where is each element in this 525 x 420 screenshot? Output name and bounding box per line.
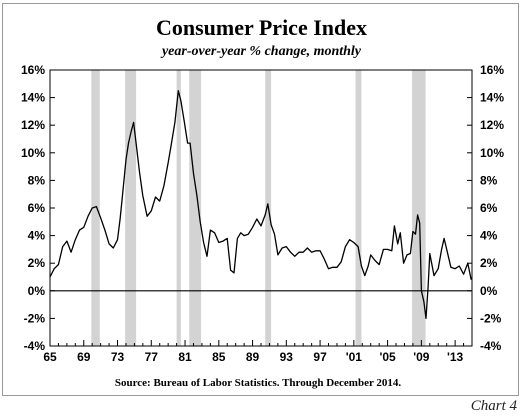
y-tick-label-right: -2%	[480, 311, 502, 325]
y-tick-label-right: 6%	[480, 201, 498, 215]
recession-band-0	[91, 70, 100, 346]
y-tick-label-left: 0%	[28, 284, 46, 298]
y-tick-label-left: 6%	[28, 201, 46, 215]
chart-subtitle: year-over-year % change, monthly	[161, 44, 362, 59]
x-tick-label: 77	[145, 350, 159, 364]
x-tick-label: 81	[178, 350, 192, 364]
y-tick-label-left: -4%	[24, 339, 46, 353]
x-axis-ticks: 65 69 73 77 81 85 89 93 97 '01 '05 '09 '13	[43, 340, 473, 364]
x-tick-label: '13	[447, 350, 464, 364]
x-tick-label: 69	[77, 350, 91, 364]
y-tick-label-right: 0%	[480, 284, 498, 298]
x-tick-label: 89	[246, 350, 260, 364]
x-tick-label: 93	[280, 350, 294, 364]
recession-band-1	[125, 70, 137, 346]
y-tick-label-left: 12%	[21, 118, 45, 132]
series-line-cpi	[49, 90, 472, 320]
plot-area-border	[49, 69, 473, 347]
x-tick-label: 65	[43, 350, 57, 364]
y-tick-label-left: 10%	[21, 146, 45, 160]
chart-frame: Consumer Price Index year-over-year % ch…	[2, 3, 519, 396]
y-tick-label-right: 2%	[480, 256, 498, 270]
y-tick-label-right: 16%	[480, 63, 504, 77]
y-tick-label-left: 2%	[28, 256, 46, 270]
recession-band-3	[189, 70, 202, 346]
x-tick-label: 97	[313, 350, 327, 364]
x-tick-label: 73	[111, 350, 125, 364]
recession-bands	[91, 70, 426, 346]
y-tick-label-right: 12%	[480, 118, 504, 132]
y-tick-label-left: 16%	[21, 63, 45, 77]
x-tick-label: '01	[346, 350, 363, 364]
x-tick-label: '09	[413, 350, 430, 364]
chart-title: Consumer Price Index	[155, 15, 368, 40]
recession-band-6	[412, 70, 426, 346]
x-tick-label: 85	[212, 350, 226, 364]
recession-band-5	[355, 70, 362, 346]
y-tick-label-right: 4%	[480, 229, 498, 243]
y-axis-ticks: -4% -4% -2% -2% 0% 0% 2% 2% 4% 4% 6% 6% 8% 8% 10% 10% 12…	[21, 63, 504, 353]
y-tick-label-left: -2%	[24, 311, 46, 325]
y-tick-label-right: -4%	[480, 339, 502, 353]
y-tick-label-left: 14%	[21, 91, 45, 105]
y-tick-label-right: 14%	[480, 91, 504, 105]
y-tick-label-right: 10%	[480, 146, 504, 160]
recession-band-2	[176, 70, 181, 346]
x-tick-label: '05	[379, 350, 396, 364]
chart-source-note: Source: Bureau of Labor Statistics. Thro…	[115, 377, 402, 389]
y-tick-label-left: 4%	[28, 229, 46, 243]
y-tick-label-left: 8%	[28, 173, 46, 187]
y-tick-label-right: 8%	[480, 173, 498, 187]
chart-number-label: Chart 4	[470, 398, 517, 414]
